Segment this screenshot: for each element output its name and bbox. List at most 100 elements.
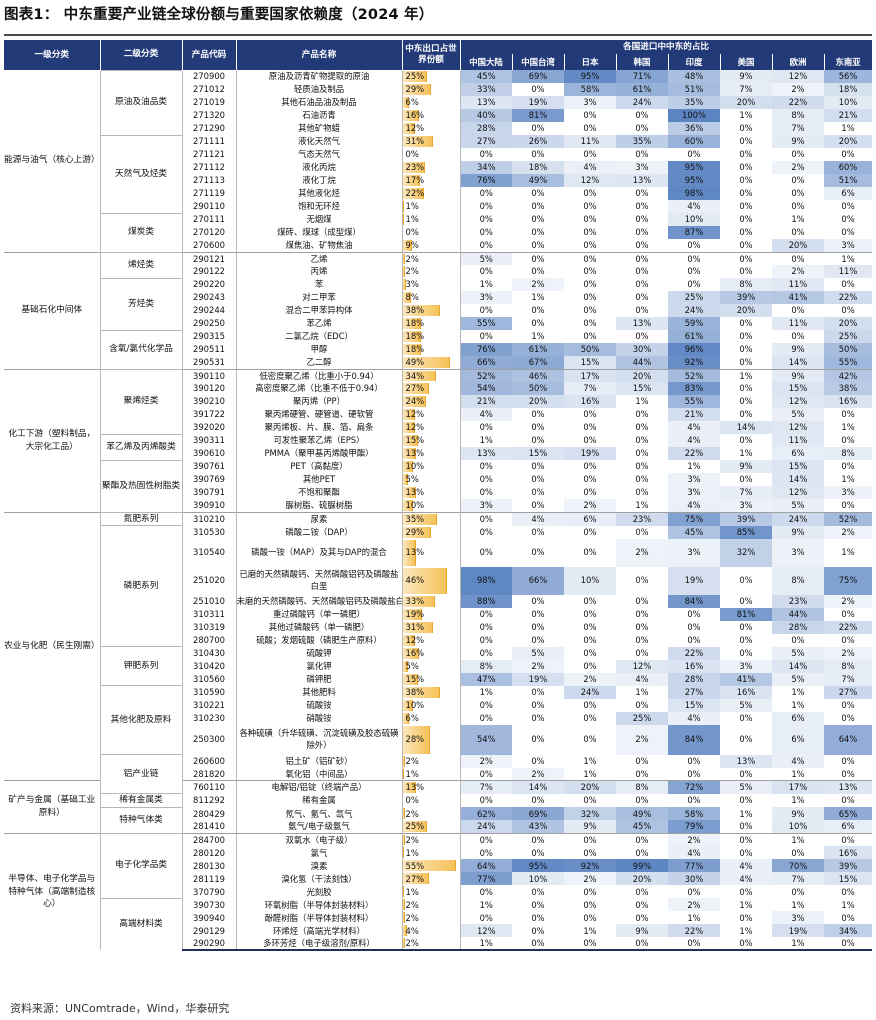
product-code: 390120 [182, 382, 237, 395]
table-row: 天然气及烃类 271111 液化天然气 31% 27% 26% 11% 35% 60% 0% 9% 2… [4, 134, 873, 213]
country-dependency-cell: 7% [772, 122, 824, 135]
country-dependency-cell: 5% [772, 672, 824, 686]
header-level1: 一级分类 [4, 40, 101, 70]
country-dependency-cell: 0% [635, 526, 649, 537]
country-dependency-cell: 0% [739, 474, 753, 485]
world-share-bar [402, 461, 414, 472]
country-dependency-cell: 0% [635, 292, 649, 303]
table-row: 271012 轻质油及制品 29% 33% 0% 58% 61% 51% 7% 2% 18% [4, 83, 873, 96]
level2-category: 芳烃类 [100, 277, 183, 330]
world-share-value: 17% [405, 175, 425, 186]
country-dependency-cell: 22% [668, 447, 720, 460]
country-dependency-cell: 1% [635, 686, 649, 697]
world-share-bar [402, 567, 448, 594]
country-dependency-cell: 21% [824, 109, 873, 122]
country-dependency-cell: 9% [772, 807, 824, 821]
country-dependency-cell: 0% [583, 292, 597, 303]
table-row: 290129 环烯烃（高端光学材料） 4% 12% 0% 1% 9% 22% 1% 19% 34% [4, 924, 873, 938]
country-dependency-cell: 17% [564, 368, 616, 382]
country-dependency-cell: 45% [668, 525, 720, 539]
country-dependency-cell: 0% [739, 734, 753, 745]
country-dependency-cell: 0% [635, 435, 649, 446]
world-share-bar [402, 821, 428, 832]
level2-category: 高端材料类 [100, 897, 183, 951]
world-share-cell: 12% [402, 633, 461, 647]
country-dependency-cell: 85% [720, 525, 772, 539]
country-dependency-cell: 52% [824, 511, 873, 526]
country-dependency-cell: 4% [772, 754, 824, 768]
country-dependency-cell: 2% [824, 646, 873, 660]
world-share-cell: 10% [402, 460, 461, 473]
country-dependency-cell: 8% [616, 780, 668, 794]
country-dependency-cell: 15% [824, 872, 873, 886]
world-share-cell: 2% [402, 807, 461, 821]
product-name: 其他矿物蜡 [236, 122, 403, 135]
world-share-value: 16% [405, 647, 425, 658]
table-row: 250300 各种硫磺（升华硫磺、沉淀硫磺及胶态硫磺除外） 28% 54% 0% 0% 2%… [4, 724, 873, 755]
product-code: 310210 [182, 511, 237, 526]
table-row: 310311 重过磷酸钙（单一磷肥） 19% 0% 0% 0% 0% 0% 81% 44% 0% [4, 607, 872, 621]
table-row: 310319 其他过磷酸钙（单一磷肥） 31% 0% 0% 0% 0% 0% 0% 28% 22% [4, 620, 873, 634]
country-dependency-cell: 0% [739, 188, 753, 199]
country-dependency-cell: 3% [720, 659, 772, 673]
country-dependency-cell: 14% [512, 780, 564, 794]
country-dependency-cell: 4% [668, 499, 720, 512]
country-dependency-cell: 5% [460, 251, 512, 265]
country-dependency-cell: 58% [668, 807, 720, 821]
product-name: 溴素 [236, 859, 403, 873]
country-dependency-cell: 1% [791, 768, 805, 779]
country-dependency-cell: 13% [616, 174, 668, 187]
country-dependency-cell: 39% [720, 291, 772, 304]
country-dependency-cell: 7% [720, 83, 772, 96]
country-dependency-cell: 13% [460, 96, 512, 109]
country-dependency-cell: 5% [720, 698, 772, 712]
country-dependency-cell: 0% [739, 886, 753, 897]
country-dependency-cell: 0% [583, 305, 597, 316]
world-share-cell: 2% [402, 911, 461, 925]
country-dependency-cell: 0% [739, 634, 753, 645]
country-dependency-cell: 0% [772, 251, 824, 265]
table-row: 390210 聚丙烯（PP） 24% 21% 20% 16% 1% 55% 0% 12% 16% [4, 395, 873, 408]
world-share-value: 10% [405, 500, 425, 511]
country-dependency-cell: 25% [668, 291, 720, 304]
country-dependency-cell: 0% [583, 266, 597, 277]
table-row: 271290 其他矿物蜡 12% 28% 0% 0% 0% 36% 0% 7% 1% [4, 122, 872, 135]
country-dependency-cell: 1% [687, 461, 701, 472]
table-row: 251010 未磨的天然磷酸钙、天然磷酸铝钙及磷酸盐白垩 33% 88% 0% 0% 0% 8… [4, 594, 873, 608]
country-dependency-cell: 0% [791, 227, 805, 238]
country-dependency-cell: 8% [720, 278, 772, 291]
country-dependency-cell: 0% [635, 149, 649, 160]
country-dependency-cell: 0% [635, 422, 649, 433]
product-code: 310540 [182, 538, 237, 567]
header-share: 中东出口占世界份额 [402, 40, 461, 70]
country-dependency-cell: 9% [564, 820, 616, 834]
country-dependency-cell: 0% [531, 422, 545, 433]
product-code: 370790 [182, 885, 237, 899]
country-dependency-cell: 52% [668, 368, 720, 382]
country-dependency-cell: 0% [841, 201, 855, 212]
country-dependency-cell: 0% [635, 188, 649, 199]
table-row: 310540 磷酸一铵（MAP）及其与DAP的混合 13% 0% 0% 0% 2% 3% 32%… [4, 538, 872, 567]
country-dependency-cell: 1% [687, 912, 701, 923]
country-dependency-cell: 0% [583, 712, 597, 723]
product-name: 液化天然气 [236, 135, 403, 148]
world-share-value: 34% [405, 370, 425, 381]
world-share-bar [402, 647, 419, 659]
world-share-cell: 31% [402, 620, 461, 634]
country-dependency-cell: 77% [460, 872, 512, 886]
product-name: 丙烯 [236, 265, 403, 278]
country-dependency-cell: 0% [531, 886, 545, 897]
table-row: 稀有金属类 811292 稀有金属 0% 0% 0% 0% 0% 0% 0% 1% 0% [4, 793, 872, 808]
country-dependency-cell: 18% [824, 83, 873, 96]
product-name: 煤砖、煤球（成型煤） [236, 226, 403, 239]
world-share-cell: 13% [402, 538, 461, 567]
product-code: 281410 [182, 820, 237, 834]
country-dependency-cell: 0% [668, 937, 720, 952]
country-dependency-cell: 96% [668, 343, 720, 356]
country-dependency-cell: 0% [791, 331, 805, 342]
country-dependency-cell: 39% [720, 511, 772, 526]
country-dependency-cell: 0% [583, 734, 597, 745]
country-dependency-cell: 0% [687, 768, 701, 779]
table-row: 281410 氨气/电子级氨气 25% 24% 43% 9% 45% 79% 0% 10% 6% [4, 820, 873, 834]
country-dependency-cell: 0% [739, 847, 753, 858]
